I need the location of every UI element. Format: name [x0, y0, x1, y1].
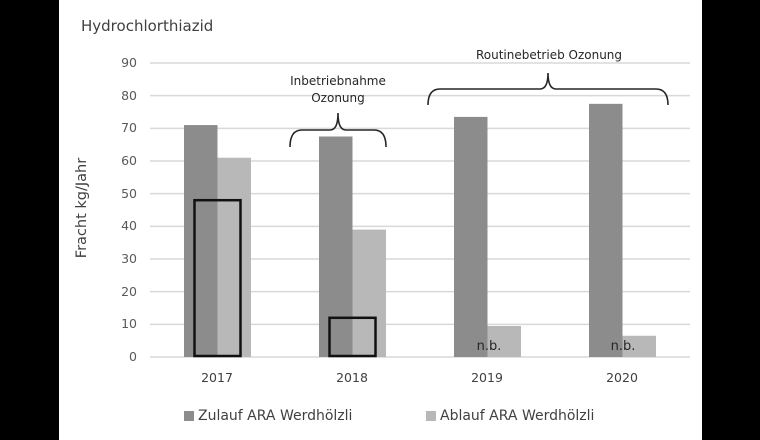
legend-item-zulauf: Zulauf ARA Werdhölzli — [184, 408, 352, 424]
y-tick-80: 80 — [121, 88, 137, 103]
highlight-box-2018 — [328, 316, 377, 358]
brace-commissioning-icon — [289, 112, 387, 148]
y-axis-label: Fracht kg/Jahr — [74, 157, 90, 259]
legend-swatch-ablauf — [426, 411, 436, 421]
annotation-routine-operation: Routinebetrieb Ozonung — [475, 48, 623, 62]
not-determined-label-2019: n.b. — [476, 339, 502, 354]
legend-swatch-zulauf — [184, 411, 194, 421]
bar-ablauf-2018 — [352, 229, 386, 357]
y-tick-10: 10 — [121, 316, 137, 331]
brace-routine-operation-icon — [427, 72, 669, 106]
chart-title: Hydrochlorthiazid — [81, 17, 214, 35]
annotation-commissioning: Inbetriebnahme Ozonung — [290, 73, 386, 107]
y-tick-70: 70 — [121, 120, 137, 135]
annotation-commissioning-line2: Ozonung — [311, 91, 365, 105]
legend-label-zulauf: Zulauf ARA Werdhölzli — [198, 408, 353, 424]
x-tick-2019: 2019 — [471, 370, 503, 385]
x-tick-2018: 2018 — [336, 370, 368, 385]
annotation-commissioning-line1: Inbetriebnahme — [290, 74, 386, 88]
y-tick-20: 20 — [121, 284, 137, 299]
highlight-box-2017 — [193, 198, 242, 358]
bar-zulauf-2017 — [184, 125, 218, 357]
bar-ablauf-2017 — [217, 157, 251, 357]
bar-zulauf-2020 — [589, 103, 623, 357]
not-determined-label-2020: n.b. — [610, 339, 636, 354]
bar-ablauf-2019 — [487, 325, 521, 357]
y-tick-30: 30 — [121, 251, 137, 266]
y-tick-0: 0 — [129, 349, 137, 364]
x-tick-2017: 2017 — [201, 370, 233, 385]
bar-zulauf-2018 — [319, 136, 353, 357]
legend-item-ablauf: Ablauf ARA Werdhölzli — [426, 408, 594, 424]
y-tick-40: 40 — [121, 218, 137, 233]
bar-zulauf-2019 — [454, 116, 488, 358]
y-tick-50: 50 — [121, 186, 137, 201]
legend-label-ablauf: Ablauf ARA Werdhölzli — [440, 408, 595, 424]
y-tick-90: 90 — [121, 55, 137, 70]
y-tick-60: 60 — [121, 153, 137, 168]
x-tick-2020: 2020 — [606, 370, 638, 385]
bar-ablauf-2020 — [622, 335, 656, 357]
